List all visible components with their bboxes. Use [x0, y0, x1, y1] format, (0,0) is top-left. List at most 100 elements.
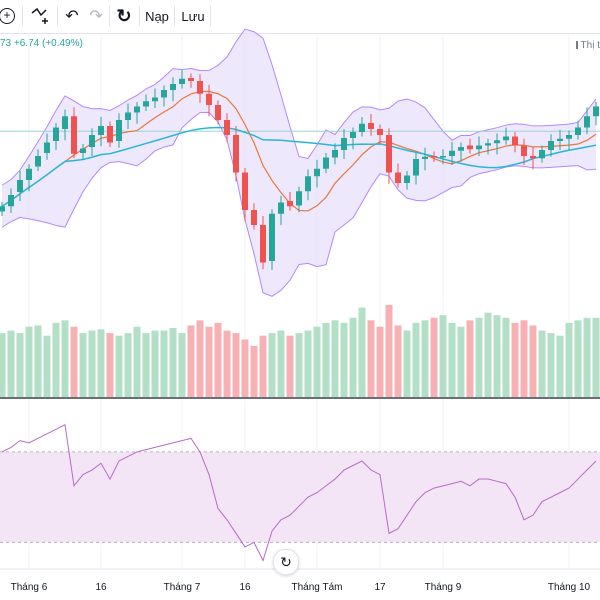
- x-tick-label: 16: [239, 582, 251, 593]
- rsi-band-fill: [0, 451, 600, 543]
- redo-button[interactable]: ↷: [86, 4, 106, 28]
- volume-bar: [304, 330, 312, 397]
- undo-button[interactable]: ↶: [62, 4, 82, 28]
- volume-bar: [106, 333, 114, 397]
- candle-body: [332, 150, 338, 158]
- candle-body: [206, 93, 212, 105]
- volume-bar: [412, 322, 420, 397]
- candle-body: [485, 143, 491, 146]
- candle-body: [125, 112, 131, 120]
- candle-body: [557, 138, 563, 141]
- compare-icon: [31, 7, 48, 24]
- candle-body: [215, 105, 221, 120]
- add-indicator-button[interactable]: +: [0, 4, 18, 28]
- compare-button[interactable]: [28, 4, 54, 28]
- candle-body: [107, 126, 113, 143]
- volume-bar: [250, 345, 258, 397]
- candle-body: [17, 180, 23, 192]
- save-label: Lưu: [181, 8, 205, 24]
- candle-body: [161, 90, 167, 98]
- volume-bar: [385, 305, 393, 397]
- volume-bar: [556, 335, 564, 397]
- volume-bar: [349, 317, 357, 397]
- volume-bar: [466, 320, 474, 397]
- volume-bar: [484, 312, 492, 397]
- volume-bar: [538, 330, 546, 397]
- load-label: Nạp: [145, 8, 169, 24]
- reload-button[interactable]: ↻: [113, 4, 135, 28]
- candle-body: [575, 127, 581, 135]
- volume-bar: [0, 333, 6, 397]
- volume-bar: [520, 320, 528, 397]
- candle-body: [278, 202, 284, 214]
- time-axis: Tháng 6 16 Tháng 7 16 Tháng Tám 17 Tháng 9 Thán…: [11, 582, 591, 593]
- candle-body: [413, 159, 419, 176]
- candle-body: [440, 156, 446, 158]
- volume-bar: [313, 326, 321, 397]
- candle-body: [170, 84, 176, 90]
- candle-body: [422, 156, 428, 159]
- reset-icon: ↻: [280, 553, 292, 570]
- candle-body: [296, 191, 302, 206]
- volume-bar: [394, 325, 402, 397]
- volume-bar: [592, 317, 600, 397]
- candle-body: [98, 126, 104, 135]
- reset-chart-button[interactable]: ↻: [273, 549, 299, 575]
- volume-bar: [79, 333, 87, 397]
- candle-body: [449, 150, 455, 156]
- volume-bar: [16, 333, 24, 397]
- volume-bar: [133, 326, 141, 397]
- volume-bar: [205, 326, 213, 397]
- volume-bar: [358, 307, 366, 397]
- market-status-label: Thị t: [580, 40, 600, 51]
- x-tick-label: Tháng 7: [164, 582, 201, 593]
- volume-bar: [160, 330, 168, 397]
- volume-bar: [115, 335, 123, 397]
- candle-body: [287, 201, 293, 207]
- volume-bar: [196, 320, 204, 397]
- candle-body: [341, 138, 347, 150]
- candle-body: [242, 172, 248, 210]
- volume-bar: [295, 333, 303, 397]
- volume-bar: [223, 330, 231, 397]
- candle-body: [593, 106, 599, 117]
- candle-body: [377, 129, 383, 135]
- volume-bar: [448, 322, 456, 397]
- volume-bar: [25, 326, 33, 397]
- undo-icon: ↶: [65, 8, 79, 25]
- volume-bar: [178, 333, 186, 397]
- volume-bar: [97, 329, 105, 397]
- candle-body: [233, 135, 239, 173]
- candle-body: [89, 135, 95, 147]
- x-tick-label: 16: [95, 582, 107, 593]
- candle-body: [368, 123, 374, 129]
- reload-icon: ↻: [116, 5, 132, 26]
- candle-body: [512, 136, 518, 146]
- volume-bar: [439, 315, 447, 397]
- volume-bar: [151, 330, 159, 397]
- volume-bar: [331, 320, 339, 397]
- toolbar-divider: [210, 6, 211, 26]
- volume-bar: [574, 320, 582, 397]
- x-tick-label: Tháng 6: [11, 582, 48, 593]
- band-upper-line: [1, 28, 597, 186]
- candle-body: [305, 176, 311, 192]
- candle-body: [0, 206, 5, 212]
- candle-body: [71, 116, 77, 154]
- volume-bar: [367, 320, 375, 397]
- toolbar-divider: [22, 6, 23, 26]
- volume-bar: [88, 330, 96, 397]
- candle-body: [431, 156, 437, 158]
- volume-bar: [286, 335, 294, 397]
- candle-body: [323, 157, 329, 169]
- load-button[interactable]: Nạp: [143, 4, 171, 28]
- candle-body: [521, 145, 527, 156]
- band-area: [2, 29, 596, 297]
- volume-bar: [277, 330, 285, 397]
- candle-body: [269, 213, 275, 261]
- toolbar-divider: [109, 6, 110, 26]
- volume-bar: [124, 333, 132, 397]
- save-button[interactable]: Lưu: [179, 4, 207, 28]
- volume-bar: [232, 333, 240, 397]
